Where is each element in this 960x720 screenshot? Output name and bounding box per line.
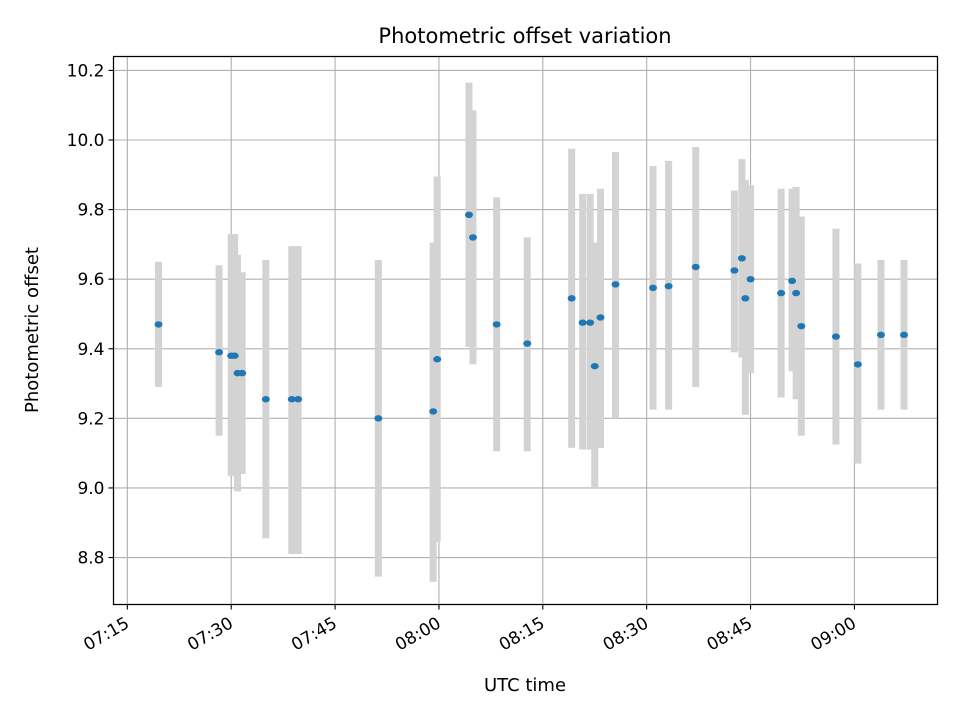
data-point: [492, 321, 501, 328]
data-point: [215, 349, 224, 356]
data-point: [261, 396, 270, 403]
data-point: [590, 362, 599, 370]
data-point: [831, 333, 840, 340]
y-tick-label: 10.0: [67, 131, 105, 151]
data-point: [792, 289, 801, 297]
y-tick-label: 9.4: [77, 340, 104, 360]
data-point: [777, 289, 786, 297]
data-point: [664, 282, 673, 290]
data-point: [578, 319, 587, 326]
data-point: [238, 369, 247, 377]
data-point: [596, 314, 605, 321]
y-tick-label: 9.0: [77, 479, 104, 499]
data-point: [611, 281, 620, 288]
chart-title: Photometric offset variation: [378, 24, 671, 48]
data-point: [433, 356, 442, 363]
y-tick-label: 8.8: [77, 549, 104, 569]
y-tick-label: 9.2: [77, 409, 104, 429]
data-point: [746, 275, 755, 283]
data-point: [741, 295, 750, 302]
y-tick-label: 9.6: [77, 270, 104, 290]
data-point: [464, 211, 473, 219]
data-points: [154, 211, 909, 422]
data-point: [586, 319, 595, 326]
data-point: [374, 415, 383, 422]
data-point: [154, 321, 163, 328]
data-point: [788, 277, 797, 285]
y-axis-label: Photometric offset: [22, 247, 43, 413]
data-point: [900, 331, 909, 339]
data-point: [853, 361, 862, 368]
data-point: [468, 234, 477, 241]
data-point: [797, 322, 806, 330]
data-point: [876, 331, 885, 339]
data-point: [737, 255, 746, 262]
plot-frame: [112, 55, 939, 606]
data-point: [691, 263, 700, 271]
data-point: [294, 396, 303, 403]
x-axis-label: UTC time: [484, 675, 566, 696]
data-point: [230, 352, 239, 359]
y-tick-label: 9.8: [77, 201, 104, 221]
data-point: [649, 284, 658, 292]
data-point: [287, 396, 296, 403]
data-point: [429, 408, 438, 415]
data-point: [523, 340, 532, 347]
data-point: [567, 295, 576, 302]
y-tick-label: 10.2: [67, 61, 105, 81]
data-point: [730, 267, 739, 274]
